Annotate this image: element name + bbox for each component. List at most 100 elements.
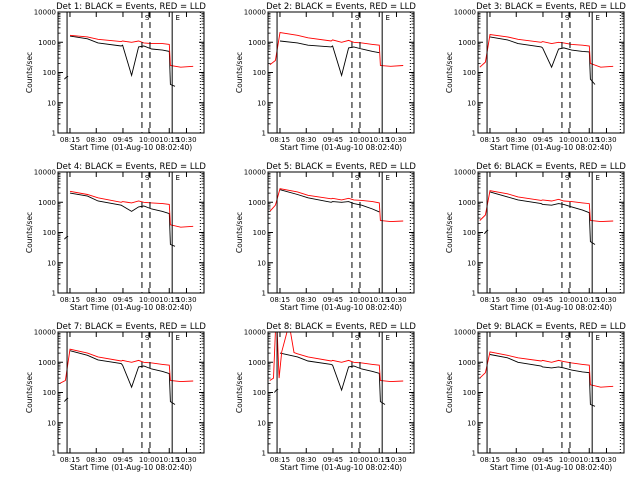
x-tick-label: 10:30: [386, 456, 406, 464]
cursor-label: E: [176, 14, 180, 22]
panel-title: Det 6: BLACK = Events, RED = LLD: [476, 162, 626, 172]
x-tick-label: 10:15: [159, 296, 179, 304]
events-series-line: [64, 192, 176, 247]
x-tick-label: 08:15: [60, 456, 80, 464]
cursor-label: S: [355, 334, 360, 342]
lld-series-line: [269, 31, 404, 67]
x-tick-label: 08:15: [480, 456, 500, 464]
cursor-label: S: [355, 174, 360, 182]
cursor-label: S: [145, 334, 150, 342]
x-tick-label: 10:15: [579, 136, 599, 144]
x-tick-label: 10:00: [349, 136, 369, 144]
x-tick-label: 08:30: [86, 296, 106, 304]
panel-det-2: Det 2: BLACK = Events, RED = LLD S E 1 10 100…: [235, 2, 416, 152]
y-tick-label: 10000: [34, 329, 56, 337]
x-tick-label: 10:00: [139, 136, 159, 144]
cursor-label: S: [565, 14, 570, 22]
x-tick-label: 10:30: [596, 136, 616, 144]
y-tick-label: 1: [262, 130, 266, 138]
y-tick-label: 1000: [38, 199, 56, 207]
cursor-label: E: [386, 334, 390, 342]
y-tick-label: 100: [253, 69, 266, 77]
events-series-line: [489, 36, 596, 85]
x-tick-label: 09:45: [323, 136, 343, 144]
x-tick-label: 10:15: [369, 296, 389, 304]
y-tick-label: 10000: [454, 329, 476, 337]
y-tick-label: 1000: [458, 359, 476, 367]
y-tick-label: 1: [52, 290, 56, 298]
y-tick-label: 10000: [244, 9, 266, 17]
plot-frame: [57, 331, 205, 454]
x-tick-label: 08:30: [506, 296, 526, 304]
y-tick-label: 1: [472, 450, 476, 458]
panel-title: Det 8: BLACK = Events, RED = LLD: [266, 322, 416, 332]
x-axis-label: Start Time (01-Aug-10 08:02:40): [70, 303, 192, 312]
y-tick-label: 100: [43, 69, 56, 77]
x-tick-label: 10:00: [139, 296, 159, 304]
x-tick-label: 09:45: [533, 296, 553, 304]
plot-frame: [477, 331, 625, 454]
y-tick-label: 1000: [458, 199, 476, 207]
plot-frame: [477, 171, 625, 294]
panel-title: Det 5: BLACK = Events, RED = LLD: [266, 162, 416, 172]
events-series-line: [489, 354, 596, 407]
x-axis-label: Start Time (01-Aug-10 08:02:40): [280, 463, 402, 472]
panel-det-7: Det 7: BLACK = Events, RED = LLD S E 1 10 100…: [25, 322, 206, 472]
cursor-label: S: [565, 334, 570, 342]
y-tick-label: 10: [257, 99, 266, 107]
cursor-label: S: [145, 14, 150, 22]
x-tick-label: 10:30: [386, 136, 406, 144]
y-axis-label: Counts/sec: [445, 212, 454, 253]
x-tick-label: 09:45: [113, 296, 133, 304]
x-tick-label: 10:15: [159, 456, 179, 464]
y-tick-label: 10000: [454, 169, 476, 177]
y-tick-label: 10: [467, 99, 476, 107]
x-tick-label: 08:15: [480, 136, 500, 144]
x-tick-label: 08:30: [296, 296, 316, 304]
panel-det-9: Det 9: BLACK = Events, RED = LLD S E 1 10 100…: [445, 322, 626, 472]
x-tick-label: 09:45: [533, 136, 553, 144]
x-tick-label: 10:15: [369, 456, 389, 464]
lld-series-line: [69, 190, 194, 228]
x-tick-label: 08:30: [86, 456, 106, 464]
y-tick-label: 1: [52, 450, 56, 458]
y-tick-label: 1000: [38, 359, 56, 367]
y-tick-label: 1: [472, 130, 476, 138]
x-tick-label: 10:15: [579, 296, 599, 304]
x-tick-label: 10:00: [349, 456, 369, 464]
y-tick-label: 100: [463, 69, 476, 77]
lld-series-line: [269, 331, 404, 383]
panel-title: Det 1: BLACK = Events, RED = LLD: [56, 2, 206, 12]
y-tick-label: 1: [52, 130, 56, 138]
x-tick-label: 10:15: [579, 456, 599, 464]
events-series-line: [279, 40, 380, 78]
x-tick-label: 10:00: [139, 456, 159, 464]
x-tick-label: 09:45: [323, 296, 343, 304]
plot-frame: [477, 11, 625, 134]
x-tick-label: 08:15: [480, 296, 500, 304]
y-tick-label: 100: [43, 229, 56, 237]
panel-det-5: Det 5: BLACK = Events, RED = LLD S E 1 10 100…: [235, 162, 416, 312]
cursor-label: S: [145, 174, 150, 182]
lld-series-line: [59, 348, 194, 384]
y-tick-label: 10: [47, 419, 56, 427]
cursor-label: E: [596, 14, 600, 22]
y-tick-label: 10: [467, 259, 476, 267]
x-tick-label: 10:30: [176, 136, 196, 144]
cursor-label: S: [355, 14, 360, 22]
x-axis-label: Start Time (01-Aug-10 08:02:40): [70, 463, 192, 472]
cursor-label: E: [596, 334, 600, 342]
lld-series-line: [479, 190, 614, 223]
x-tick-label: 10:30: [176, 296, 196, 304]
y-tick-label: 10: [257, 259, 266, 267]
x-axis-label: Start Time (01-Aug-10 08:02:40): [70, 143, 192, 152]
x-tick-label: 08:30: [506, 136, 526, 144]
events-series-line: [279, 189, 380, 213]
x-tick-label: 08:30: [296, 136, 316, 144]
plot-frame: [57, 171, 205, 294]
y-tick-label: 10: [47, 259, 56, 267]
cursor-label: E: [596, 174, 600, 182]
x-tick-label: 10:15: [159, 136, 179, 144]
x-tick-label: 10:30: [596, 296, 616, 304]
